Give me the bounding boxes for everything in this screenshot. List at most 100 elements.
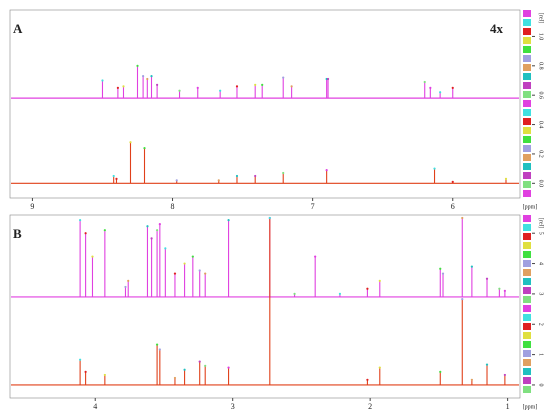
color-key	[523, 64, 531, 71]
peak-tip	[155, 343, 159, 346]
y-tick-label: 0.2	[538, 150, 544, 158]
peak-tip	[439, 267, 442, 270]
y-tick-label: 0.6	[538, 91, 544, 99]
peak-tip	[156, 83, 159, 87]
peak-tip	[227, 366, 230, 369]
peak-tip	[173, 376, 177, 380]
peak-tip	[158, 223, 161, 226]
color-key	[523, 118, 531, 125]
plot-frame	[9, 214, 521, 399]
y-tick-label: 1.0	[538, 33, 544, 41]
color-key	[523, 251, 531, 258]
peak-tip	[470, 378, 473, 381]
color-key	[523, 386, 531, 393]
peak-tip	[261, 83, 264, 87]
y-axis-label: [rel]	[538, 13, 544, 23]
peak-tip	[227, 219, 230, 222]
peak-tip	[146, 225, 149, 228]
y-axis-label: [rel]	[538, 218, 544, 228]
color-key	[523, 323, 531, 330]
peak-tip	[461, 216, 464, 220]
peak-tip	[129, 141, 132, 144]
color-key	[523, 73, 531, 80]
peak-tip	[116, 86, 119, 89]
x-axis-label: [ppm]	[523, 204, 538, 210]
peak-tip	[158, 348, 161, 351]
peak-tip	[235, 85, 239, 88]
color-key	[523, 215, 531, 222]
peak-tip	[326, 77, 330, 81]
y-tick-label: 3	[538, 292, 544, 295]
x-tick-label: 1	[506, 402, 510, 411]
peak-tip	[503, 373, 506, 377]
color-key	[523, 350, 531, 357]
color-key	[523, 154, 531, 161]
peak-tip	[433, 167, 436, 170]
peak-tip	[254, 174, 257, 178]
peak-tip	[378, 279, 381, 282]
peak-tip	[103, 373, 106, 377]
peak-tip	[79, 219, 82, 222]
peak-tip	[136, 64, 139, 67]
x-tick-label: 3	[231, 402, 235, 411]
color-key	[523, 359, 531, 366]
color-key	[523, 28, 531, 35]
color-key	[523, 341, 531, 348]
peak-tip	[196, 86, 199, 89]
peak-tip	[155, 229, 159, 232]
peak-tip	[498, 287, 501, 290]
color-key	[523, 181, 531, 188]
plot-frame	[9, 9, 521, 199]
panel-label: A	[13, 21, 23, 36]
peak-tip	[314, 255, 317, 258]
peak-tip	[204, 272, 207, 275]
peak-tip	[268, 216, 271, 220]
color-key	[523, 332, 531, 339]
y-tick-label: 0.8	[538, 62, 544, 70]
peak-tip	[235, 174, 239, 178]
color-key	[523, 172, 531, 179]
peak-tip	[142, 74, 145, 78]
x-axis-label: [ppm]	[523, 404, 538, 410]
peak-tip	[366, 287, 369, 290]
peak-tip	[461, 297, 464, 301]
y-tick-label: 5	[538, 232, 544, 235]
x-tick-label: 7	[311, 202, 315, 211]
color-key	[523, 163, 531, 170]
color-key	[523, 19, 531, 26]
peak-tip	[451, 86, 454, 89]
color-key	[523, 190, 531, 197]
peak-tip	[503, 289, 506, 292]
peak-tip	[183, 368, 186, 371]
panel-label: B	[13, 226, 22, 241]
peak-tip	[254, 83, 257, 87]
peak-tip	[115, 177, 118, 181]
color-key	[523, 127, 531, 134]
color-key	[523, 91, 531, 98]
color-key	[523, 278, 531, 285]
peak-tip	[164, 247, 167, 250]
peak-tip	[112, 174, 115, 178]
color-key	[523, 287, 531, 294]
color-key	[523, 136, 531, 143]
peak-tip	[439, 91, 442, 94]
peak-tip	[378, 366, 381, 369]
annotation: 4x	[490, 21, 504, 36]
peak-tip	[146, 77, 149, 81]
color-key	[523, 145, 531, 152]
peak-tip	[175, 179, 178, 182]
peak-tip	[173, 272, 177, 275]
peak-tip	[293, 292, 296, 296]
peak-tip	[103, 229, 106, 232]
peak-tip	[79, 358, 82, 361]
peak-tip	[219, 89, 222, 92]
y-tick-label: 2	[538, 323, 544, 326]
color-key	[523, 314, 531, 321]
color-key	[523, 82, 531, 89]
y-tick-label: 4	[538, 262, 544, 265]
peak-tip	[423, 80, 426, 84]
y-tick-label: 0	[538, 383, 544, 386]
color-key	[523, 242, 531, 249]
peak-tip	[470, 265, 473, 268]
